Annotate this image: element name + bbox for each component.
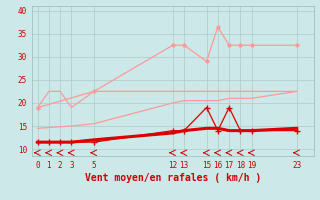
X-axis label: Vent moyen/en rafales ( km/h ): Vent moyen/en rafales ( km/h ) [85,173,261,183]
